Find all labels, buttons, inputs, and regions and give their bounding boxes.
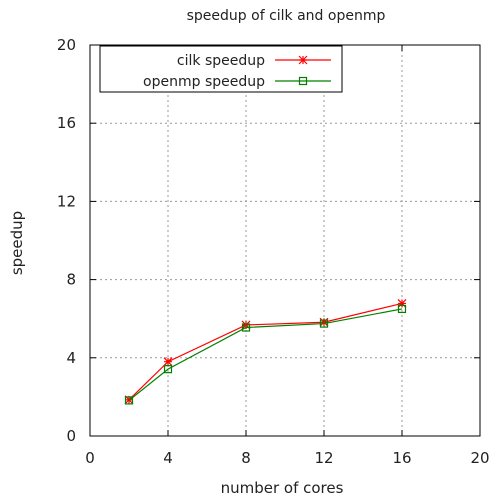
data-point [241,323,251,332]
series-cilk-speedup [124,299,407,405]
data-point [397,304,407,314]
y-axis-ticks: 0 4 8 12 16 20 [57,36,480,445]
data-point [319,319,329,328]
x-tick-label: 12 [314,449,333,467]
x-tick-label: 16 [392,449,411,467]
data-point [163,357,173,367]
x-tick-label: 0 [85,449,95,467]
data-point [124,396,134,405]
series-openmp-speedup [124,304,407,405]
data-point [163,365,173,374]
series-layer [124,299,407,405]
data-point [241,320,251,330]
x-tick-label: 4 [163,449,173,467]
x-axis-label: number of cores [221,479,344,497]
legend-marker [298,55,308,65]
grid [90,45,480,436]
y-tick-label: 12 [57,192,76,210]
plot-frame [89,44,481,437]
data-point [397,299,407,308]
y-tick-label: 16 [57,114,76,132]
x-tick-label: 20 [470,449,489,467]
y-tick-label: 4 [66,349,76,367]
data-point [319,317,329,327]
x-tick-label: 8 [241,449,251,467]
x-axis-ticks: 0 4 8 12 16 20 [85,45,490,467]
y-tick-label: 0 [66,427,76,445]
series-line [128,308,403,401]
legend-label: openmp speedup [143,74,265,90]
y-tick-label: 8 [66,271,76,289]
legend: cilk speedup openmp speedup [99,45,343,93]
y-tick-label: 20 [57,36,76,54]
y-axis-label: speedup [8,211,26,275]
legend-label: cilk speedup [177,53,265,69]
series-line [128,302,403,401]
chart-title: speedup of cilk and openmp [187,8,386,24]
legend-marker [298,76,308,86]
